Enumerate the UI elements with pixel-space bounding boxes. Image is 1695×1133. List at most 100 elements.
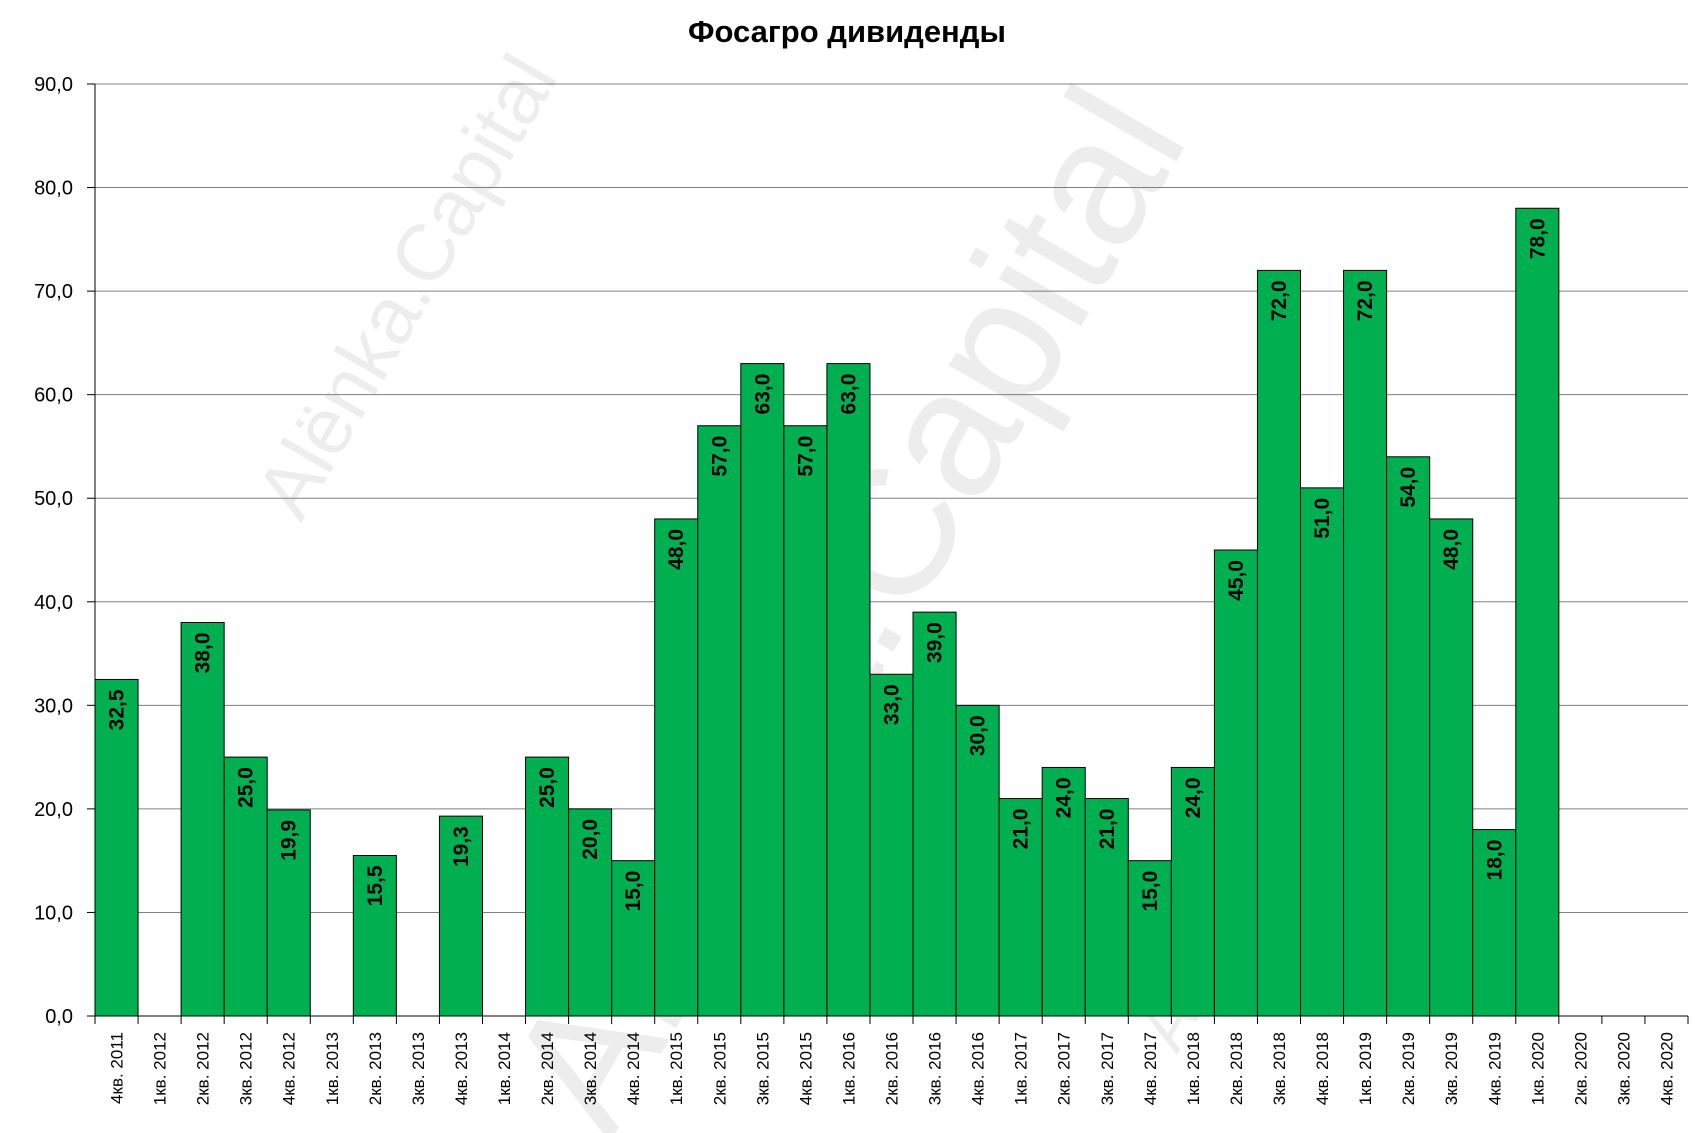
data-label: 21,0 <box>1096 809 1119 850</box>
data-label: 20,0 <box>579 819 602 860</box>
x-tick-label: 3кв. 2016 <box>926 1032 945 1105</box>
y-tick-label: 80,0 <box>34 178 73 200</box>
x-tick-label: 4кв. 2020 <box>1657 1032 1676 1105</box>
x-tick-label: 3кв. 2014 <box>581 1032 600 1105</box>
x-tick-label: 1кв. 2012 <box>151 1032 170 1105</box>
data-label: 19,9 <box>278 820 301 861</box>
x-tick-label: 2кв. 2015 <box>710 1032 729 1105</box>
data-label: 25,0 <box>536 767 559 808</box>
bar <box>783 425 828 1017</box>
watermark-text: Alënka.Capital <box>239 41 574 532</box>
x-tick-label: 1кв. 2015 <box>667 1032 686 1105</box>
bar <box>1300 487 1345 1017</box>
x-tick-label: 1кв. 2020 <box>1528 1032 1547 1105</box>
bar <box>1041 766 1086 1017</box>
bar <box>826 363 871 1017</box>
bar <box>611 860 656 1017</box>
data-label: 19,3 <box>450 826 473 867</box>
data-label: 30,0 <box>967 715 990 756</box>
x-tick-label: 3кв. 2015 <box>753 1032 772 1105</box>
x-tick-label: 2кв. 2020 <box>1571 1032 1590 1105</box>
data-label: 24,0 <box>1053 777 1076 818</box>
bar <box>438 815 483 1017</box>
y-tick-label: 30,0 <box>34 695 73 717</box>
data-label: 39,0 <box>924 622 947 663</box>
bar <box>1256 269 1302 1017</box>
x-tick-label: 1кв. 2019 <box>1356 1032 1375 1105</box>
y-tick-label: 50,0 <box>34 488 73 510</box>
x-tick-label: 1кв. 2017 <box>1012 1032 1031 1105</box>
y-tick-label: 60,0 <box>34 385 73 407</box>
bar <box>912 611 957 1017</box>
bar <box>1472 829 1517 1017</box>
x-tick-label: 2кв. 2018 <box>1227 1032 1246 1105</box>
x-tick-label: 4кв. 2012 <box>280 1032 299 1105</box>
data-label: 57,0 <box>794 436 817 477</box>
data-label: 57,0 <box>708 436 731 477</box>
bar <box>1515 207 1560 1017</box>
x-tick-label: 3кв. 2013 <box>409 1032 428 1105</box>
x-tick-label: 1кв. 2018 <box>1184 1032 1203 1105</box>
y-tick-label: 10,0 <box>34 902 73 924</box>
chart-title: Фосагро дивиденды <box>688 14 1006 49</box>
y-tick-label: 70,0 <box>34 281 73 303</box>
x-axis: 4кв. 2011 1кв. 2012 2кв. 2012 3кв. 2012 4кв.… <box>94 1015 1689 1105</box>
x-tick-label: 3кв. 2018 <box>1270 1032 1289 1105</box>
x-tick-label: 4кв. 2017 <box>1141 1032 1160 1105</box>
data-label: 25,0 <box>235 767 258 808</box>
data-label: 48,0 <box>1440 529 1463 570</box>
bar <box>1429 518 1474 1017</box>
y-tick-label: 0,0 <box>45 1006 73 1028</box>
bar <box>1386 456 1431 1017</box>
data-label: 18,0 <box>1483 840 1506 881</box>
data-label: 72,0 <box>1268 280 1291 321</box>
x-tick-label: 4кв. 2011 <box>108 1032 127 1104</box>
data-label: 15,0 <box>622 871 645 912</box>
x-tick-label: 2кв. 2017 <box>1055 1032 1074 1105</box>
bar <box>1127 860 1172 1017</box>
x-tick-label: 4кв. 2019 <box>1485 1032 1504 1105</box>
x-tick-label: 1кв. 2013 <box>323 1032 342 1105</box>
data-label: 21,0 <box>1010 809 1033 850</box>
x-tick-label: 3кв. 2019 <box>1442 1032 1461 1105</box>
data-label: 78,0 <box>1526 218 1549 259</box>
bar <box>1343 269 1388 1017</box>
data-label: 63,0 <box>837 374 860 415</box>
y-axis: 0,0 10,0 20,0 30,0 40,0 50,0 60,0 70,0 80,0 90,0 <box>34 74 96 1028</box>
x-tick-label: 3кв. 2012 <box>237 1032 256 1105</box>
data-label: 72,0 <box>1354 280 1377 321</box>
data-label: 15,5 <box>364 865 387 906</box>
data-label: 63,0 <box>751 374 774 415</box>
data-label: 51,0 <box>1311 498 1334 539</box>
bar <box>740 363 785 1017</box>
x-tick-label: 3кв. 2017 <box>1098 1032 1117 1105</box>
y-tick-label: 20,0 <box>34 799 73 821</box>
data-label: 54,0 <box>1397 467 1420 508</box>
bar <box>266 809 311 1017</box>
bars: 32,5 38,0 25,0 19,9 15,5 19,3 25,0 20,0 15,0 48,0… <box>94 207 1560 1017</box>
bar <box>1213 549 1258 1017</box>
data-label: 33,0 <box>881 684 904 725</box>
x-tick-label: 4кв. 2015 <box>796 1032 815 1105</box>
y-tick-label: 40,0 <box>34 592 73 614</box>
bar <box>1084 798 1129 1017</box>
x-tick-label: 3кв. 2020 <box>1614 1032 1633 1105</box>
x-tick-label: 4кв. 2013 <box>452 1032 471 1105</box>
data-label: 15,0 <box>1139 871 1162 912</box>
data-label: 48,0 <box>665 529 688 570</box>
y-tick-label: 90,0 <box>34 74 73 96</box>
x-tick-label: 2кв. 2016 <box>883 1032 902 1105</box>
x-tick-label: 1кв. 2014 <box>495 1032 514 1105</box>
bar <box>697 425 742 1017</box>
x-tick-label: 2кв. 2013 <box>366 1032 385 1105</box>
x-tick-label: 4кв. 2016 <box>969 1032 988 1105</box>
x-tick-label: 4кв. 2014 <box>624 1032 643 1105</box>
data-label: 32,5 <box>106 689 129 730</box>
x-tick-label: 1кв. 2016 <box>839 1032 858 1105</box>
bar <box>525 756 570 1017</box>
x-tick-label: 4кв. 2018 <box>1313 1032 1332 1105</box>
x-tick-label: 2кв. 2012 <box>194 1032 213 1105</box>
x-tick-label: 2кв. 2019 <box>1399 1032 1418 1105</box>
x-tick-label: 2кв. 2014 <box>538 1032 557 1105</box>
